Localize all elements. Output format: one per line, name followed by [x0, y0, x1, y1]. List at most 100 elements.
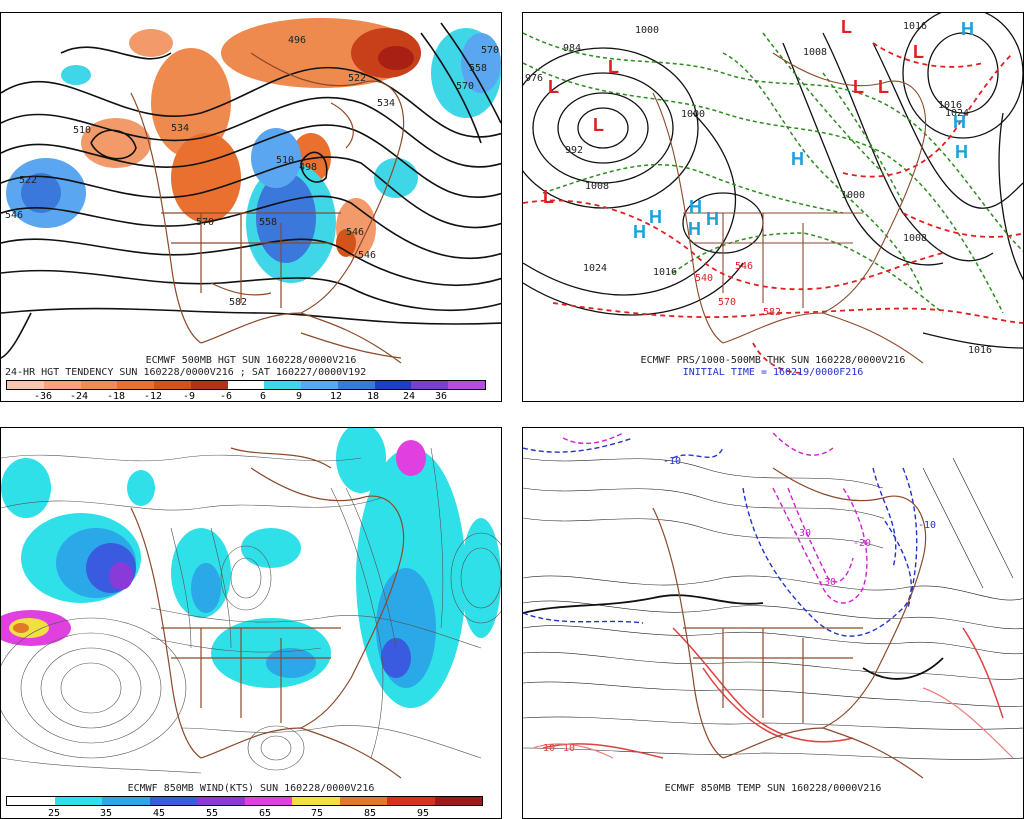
- contour-label: 1024: [945, 108, 969, 119]
- colorbar-swatch: [154, 381, 191, 389]
- panel-500mb-height: 510 522 546 534 570 582 496 522 534 570 …: [0, 12, 502, 402]
- contour-label: 1016: [968, 345, 992, 356]
- thickness-label: 570: [718, 297, 736, 308]
- colorbar-swatch: [54, 797, 102, 805]
- contour-label: 546: [5, 210, 23, 221]
- freezing-line: [523, 594, 944, 680]
- colorbar-label: -36: [33, 391, 53, 402]
- colorbar-swatch: [339, 797, 387, 805]
- contour-label: 582: [229, 297, 247, 308]
- thickness-contours-cold: [523, 32, 1023, 314]
- colorbar-swatch: [448, 381, 485, 389]
- wind-colorbar: [6, 796, 483, 806]
- colorbar-swatch: [244, 797, 292, 805]
- colorbar-swatch: [411, 381, 449, 389]
- high-pressure-symbol: H: [961, 19, 974, 39]
- colorbar-label: 55: [205, 808, 219, 819]
- low-pressure-symbol: L: [548, 77, 559, 97]
- colorbar-label: -6: [219, 391, 233, 402]
- high-pressure-symbol: H: [706, 209, 719, 229]
- contour-label: 558: [469, 63, 487, 74]
- contour-label: -10: [663, 456, 681, 467]
- panel-850mb-wind: ECMWF 850MB WIND(KTS) SUN 160228/0000V21…: [0, 427, 502, 819]
- contour-label: 496: [288, 35, 306, 46]
- low-pressure-symbol: L: [608, 57, 619, 77]
- colorbar-swatch: [264, 381, 302, 389]
- panel-title: ECMWF PRS/1000-500MB THK SUN 160228/0000…: [640, 355, 906, 366]
- colorbar-swatch: [387, 797, 435, 805]
- panel-subtitle: 24-HR HGT TENDENCY SUN 160228/0000V216 ;…: [5, 367, 367, 378]
- colorbar-label: 85: [363, 808, 377, 819]
- contour-label: 570: [481, 45, 499, 56]
- thickness-label: 540: [695, 273, 713, 284]
- contour-label: 534: [171, 123, 189, 134]
- colorbar-swatch: [374, 381, 412, 389]
- contour-label: 1016: [938, 100, 962, 111]
- contour-label: 1008: [585, 181, 609, 192]
- colorbar-label: -24: [69, 391, 89, 402]
- contour-label: 1024: [583, 263, 607, 274]
- colorbar-label: 95: [416, 808, 430, 819]
- high-pressure-symbol: H: [689, 197, 702, 217]
- very-cold-contours: [562, 432, 868, 604]
- colorbar-label: 24: [402, 391, 416, 402]
- map-850mb-wind: [1, 428, 501, 779]
- thickness-contours-warm: [523, 42, 1023, 374]
- contour-label: -20: [853, 538, 871, 549]
- contour-label: 534: [377, 98, 395, 109]
- temperature-labels: -10 -30 -20 -30 -10 10 10: [543, 456, 936, 754]
- contour-label: 570: [456, 81, 474, 92]
- thickness-labels: 570 540 546 582: [695, 261, 781, 318]
- contour-label: -30: [818, 577, 836, 588]
- low-pressure-symbol: L: [593, 115, 604, 135]
- contour-label: 976: [525, 73, 543, 84]
- coastlines: [652, 52, 927, 364]
- contour-label: 992: [565, 145, 583, 156]
- low-pressure-symbol: L: [913, 42, 924, 62]
- initial-time: INITIAL TIME = 160219/0000F216: [682, 367, 864, 378]
- map-850mb-temp: -10 -30 -20 -30 -10 10 10: [523, 432, 1023, 779]
- contour-label: 546: [358, 250, 376, 261]
- panel-title: ECMWF 850MB TEMP SUN 160228/0000V216: [664, 783, 882, 794]
- low-pressure-symbol: L: [878, 77, 889, 97]
- contour-label: 510: [276, 155, 294, 166]
- colorbar-swatch: [434, 797, 482, 805]
- panel-pressure-thickness: 1000 984 976 992 1008 1024 1016 1000 100…: [522, 12, 1024, 402]
- low-pressure-symbol: L: [853, 77, 864, 97]
- contour-label: -10: [918, 520, 936, 531]
- contour-label: 546: [346, 227, 364, 238]
- high-pressure-symbol: H: [953, 112, 966, 132]
- colorbar-label: 75: [310, 808, 324, 819]
- pressure-centers: L L L L L L L L H H H H H H H H H: [543, 17, 974, 242]
- high-pressure-symbol: H: [688, 219, 701, 239]
- low-pressure-symbol: L: [543, 187, 554, 207]
- high-pressure-symbol: H: [633, 222, 646, 242]
- colorbar-swatch: [43, 381, 81, 389]
- high-pressure-symbol: H: [791, 149, 804, 169]
- colorbar-swatch: [117, 381, 155, 389]
- panel-850mb-temp: -10 -30 -20 -30 -10 10 10 ECMWF 850MB TE…: [522, 427, 1024, 819]
- colorbar-swatch: [337, 381, 375, 389]
- coastlines: [652, 467, 927, 779]
- contour-label: 522: [19, 175, 37, 186]
- colorbar-label: 45: [152, 808, 166, 819]
- colorbar-swatch: [102, 797, 150, 805]
- colorbar-swatch: [227, 381, 265, 389]
- tendency-colorbar: [6, 380, 486, 390]
- temperature-contours-thin: [523, 457, 1023, 760]
- colorbar-swatch: [292, 797, 340, 805]
- contour-label: 10: [563, 743, 575, 754]
- warm-contours: [542, 627, 1004, 759]
- height-labels: 510 522 546 534 570 582 496 522 534 570 …: [5, 35, 499, 308]
- coastlines: [130, 447, 405, 779]
- wind-speed-shading: [1, 428, 501, 708]
- contour-label: 498: [299, 162, 317, 173]
- high-pressure-symbol: H: [955, 142, 968, 162]
- contour-label: 522: [348, 73, 366, 84]
- coastlines: [130, 52, 405, 364]
- contour-label: 1016: [653, 267, 677, 278]
- contour-label: 1008: [803, 47, 827, 58]
- contour-label: 1000: [635, 25, 659, 36]
- contour-label: 10: [543, 743, 555, 754]
- height-contours: [1, 22, 501, 359]
